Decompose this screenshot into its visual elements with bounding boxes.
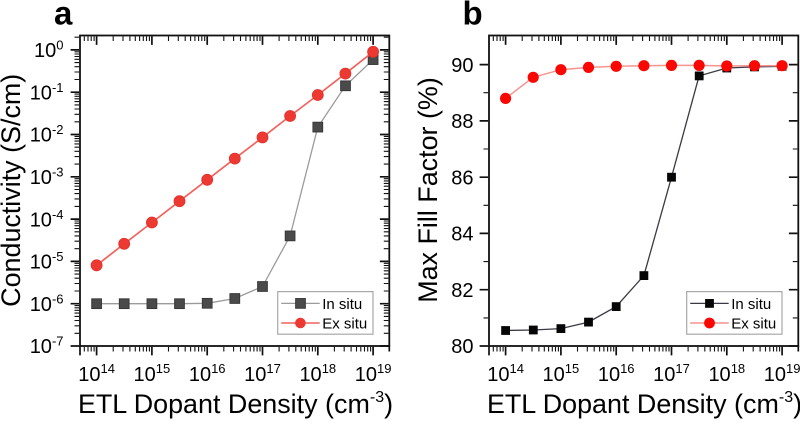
svg-text:In situ: In situ <box>731 296 771 313</box>
svg-text:Ex situ: Ex situ <box>731 315 776 332</box>
svg-text:90: 90 <box>451 55 473 77</box>
svg-text:80: 80 <box>451 336 473 358</box>
svg-text:1014: 1014 <box>78 361 115 386</box>
svg-text:Ex situ: Ex situ <box>322 315 367 332</box>
svg-text:ETL Dopant Density (cm-3): ETL Dopant Density (cm-3) <box>78 389 393 419</box>
svg-text:ETL Dopant Density (cm-3): ETL Dopant Density (cm-3) <box>487 389 800 419</box>
svg-text:10-3: 10-3 <box>30 165 64 190</box>
svg-text:Max Fill Factor (%): Max Fill Factor (%) <box>413 77 443 303</box>
svg-text:In situ: In situ <box>322 296 362 313</box>
svg-text:82: 82 <box>451 280 473 302</box>
svg-text:84: 84 <box>451 224 473 246</box>
svg-text:88: 88 <box>451 111 473 133</box>
svg-text:1017: 1017 <box>653 361 690 386</box>
svg-text:86: 86 <box>451 167 473 189</box>
svg-text:10-1: 10-1 <box>30 80 64 105</box>
svg-text:a: a <box>54 0 73 31</box>
svg-text:1017: 1017 <box>244 361 281 386</box>
svg-text:b: b <box>463 0 483 31</box>
svg-text:1014: 1014 <box>487 361 524 386</box>
svg-text:Conductivity (S/cm): Conductivity (S/cm) <box>0 74 26 307</box>
